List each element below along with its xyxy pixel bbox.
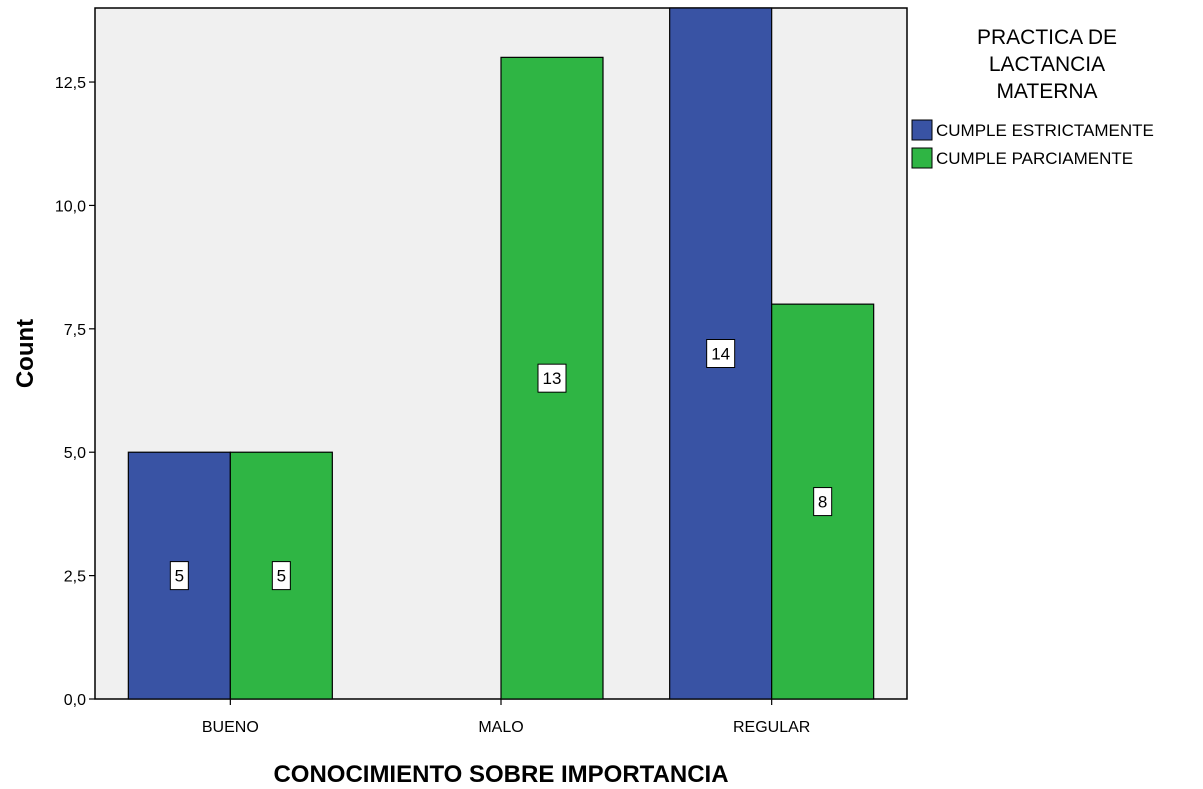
x-tick-label: BUENO: [202, 719, 259, 736]
data-label-box: [537, 363, 567, 393]
data-label-box: [813, 487, 833, 517]
x-tick-label: REGULAR: [733, 719, 810, 736]
x-tick-label: MALO: [478, 719, 523, 736]
legend: PRACTICA DE LACTANCIA MATERNA CUMPLE EST…: [911, 26, 1154, 169]
legend-entry: CUMPLE ESTRICTAMENTE: [936, 121, 1154, 140]
x-axis-title: CONOCIMIENTO SOBRE IMPORTANCIA: [273, 761, 728, 788]
legend-swatch: [911, 147, 933, 169]
data-labels-layer: 5 14 5 13 8: [169, 339, 833, 591]
y-tick-label: 5,0: [64, 445, 86, 462]
y-tick-label: 2,5: [64, 569, 86, 586]
data-label: 5: [277, 567, 286, 586]
legend-entry: CUMPLE PARCIAMENTE: [936, 149, 1133, 168]
y-tick-label: 12,5: [55, 75, 86, 92]
legend-title-line: LACTANCIA: [989, 53, 1105, 76]
y-tick-label: 0,0: [64, 692, 86, 709]
data-label-box: [271, 561, 291, 591]
axes-layer: 0,0 2,5 5,0 7,5 10,0 12,5 BUENO MALO REGULAR: [55, 75, 810, 736]
y-tick-label: 7,5: [64, 322, 86, 339]
data-label: 14: [711, 345, 730, 364]
data-label: 13: [543, 369, 562, 388]
data-label: 5: [175, 567, 184, 586]
legend-swatch: [911, 119, 933, 141]
legend-title-line: PRACTICA DE: [977, 26, 1117, 49]
data-label: 8: [818, 493, 827, 512]
data-label-box: [169, 561, 189, 591]
legend-title-line: MATERNA: [996, 80, 1097, 103]
y-axis-title: Count: [12, 319, 39, 388]
y-tick-label: 10,0: [55, 198, 86, 215]
data-label-box: [706, 339, 736, 368]
